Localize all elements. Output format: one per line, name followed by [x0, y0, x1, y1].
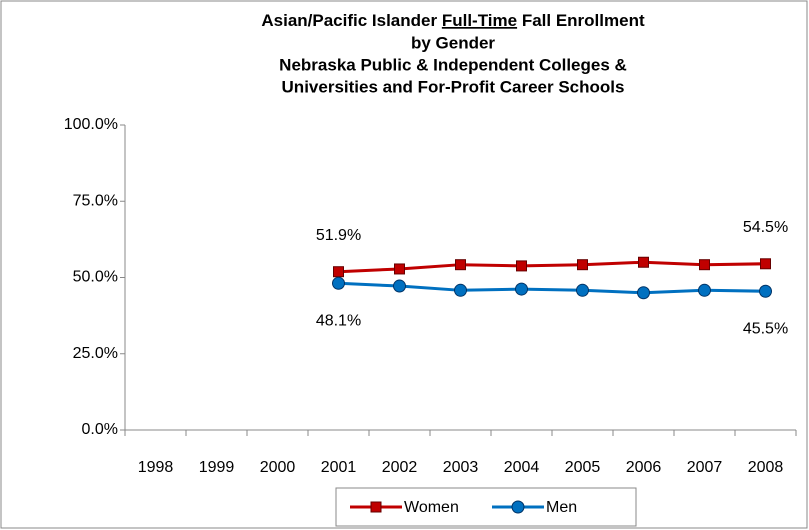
data-point: [454, 283, 467, 297]
data-point: [515, 282, 528, 296]
x-tick-label: 2006: [626, 459, 662, 476]
data-point: [332, 276, 345, 290]
legend-label: Men: [546, 499, 577, 516]
x-tick-label: 2007: [687, 459, 723, 476]
y-tick-label: 0.0%: [82, 421, 118, 438]
legend-marker: [511, 500, 525, 514]
y-tick-label: 75.0%: [73, 192, 118, 209]
x-tick-label: 2003: [443, 459, 479, 476]
data-point: [333, 266, 344, 278]
data-point: [576, 283, 589, 297]
x-tick-label: 2004: [504, 459, 540, 476]
data-point: [759, 284, 772, 298]
data-point: [516, 260, 527, 272]
data-label: 51.9%: [316, 227, 361, 244]
data-label: 48.1%: [316, 313, 361, 330]
data-label: 45.5%: [743, 320, 788, 337]
data-point: [393, 279, 406, 293]
x-tick-label: 2008: [748, 459, 784, 476]
data-point: [637, 286, 650, 300]
x-tick-label: 2001: [321, 459, 357, 476]
data-point: [638, 256, 649, 268]
data-point: [394, 263, 405, 275]
title-part: Fall Enrollment: [522, 11, 645, 30]
series-line: [338, 260, 766, 274]
x-tick-label: 1999: [199, 459, 235, 476]
x-tick-label: 2005: [565, 459, 601, 476]
legend-marker: [370, 501, 382, 513]
series-line: [338, 281, 766, 295]
x-tick-label: 2000: [260, 459, 296, 476]
data-point: [698, 283, 711, 297]
data-point: [455, 259, 466, 271]
x-tick-label: 1998: [138, 459, 174, 476]
chart-title: Nebraska Public & Independent Colleges &: [279, 55, 627, 74]
y-tick-label: 100.0%: [64, 116, 118, 133]
y-tick-label: 50.0%: [73, 269, 118, 286]
data-point: [577, 259, 588, 271]
title-emphasis: Full-Time: [442, 11, 517, 30]
data-point: [699, 259, 710, 271]
chart-title: Asian/Pacific Islander Full-Time Fall En…: [261, 11, 645, 30]
chart-title: by Gender: [411, 33, 495, 52]
data-label: 54.5%: [743, 219, 788, 236]
chart-title: Universities and For-Profit Career Schoo…: [282, 77, 625, 96]
title-part: Asian/Pacific Islander: [261, 11, 437, 30]
data-point: [760, 258, 771, 270]
legend-label: Women: [404, 499, 459, 516]
x-tick-label: 2002: [382, 459, 418, 476]
y-tick-label: 25.0%: [73, 345, 118, 362]
